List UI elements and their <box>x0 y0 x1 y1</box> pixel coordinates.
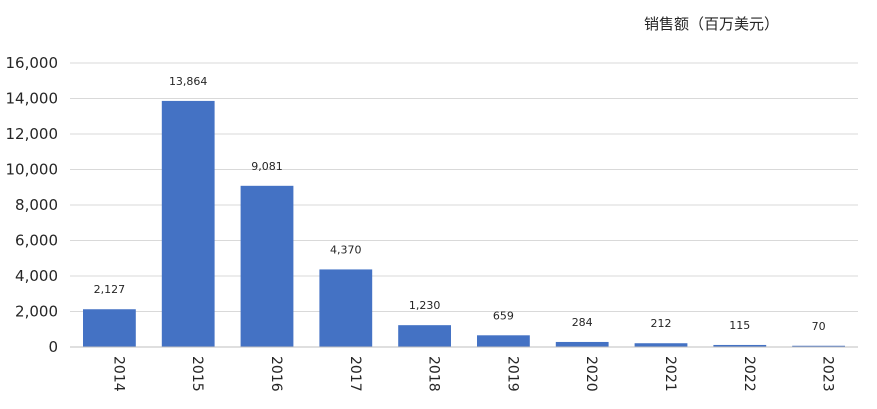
x-axis-ticks: 2014 2015 2016 2017 2018 2019 2020 2021 2022 2023 <box>110 356 835 392</box>
y-tick-label: 2,000 <box>15 303 58 321</box>
data-label: 70 <box>812 320 826 333</box>
y-tick-label: 6,000 <box>15 232 58 250</box>
bar <box>319 269 373 347</box>
y-tick-label: 16,000 <box>6 54 59 72</box>
bars <box>83 100 845 347</box>
bar <box>555 341 609 347</box>
data-label: 284 <box>572 316 593 329</box>
data-labels: 2,127 13,864 9,081 4,370 1,230 659 284 212 115 70 <box>94 75 826 333</box>
x-tick-label: 2023 <box>820 356 836 392</box>
x-tick-label: 2015 <box>189 356 205 392</box>
data-label: 1,230 <box>409 299 441 312</box>
x-tick-label: 2022 <box>741 356 757 392</box>
x-tick-label: 2014 <box>110 356 126 392</box>
x-tick-label: 2020 <box>583 356 599 392</box>
bar <box>634 343 688 347</box>
data-label: 212 <box>651 317 672 330</box>
x-tick-label: 2016 <box>268 356 284 392</box>
bar <box>792 345 845 347</box>
data-label: 4,370 <box>330 243 362 256</box>
bar <box>477 335 530 347</box>
y-tick-label: 4,000 <box>15 267 58 285</box>
bar <box>161 100 215 347</box>
data-label: 9,081 <box>251 160 283 173</box>
x-tick-label: 2019 <box>504 356 520 392</box>
data-label: 2,127 <box>94 283 126 296</box>
bar <box>83 309 136 347</box>
x-tick-label: 2018 <box>426 356 442 392</box>
data-label: 115 <box>729 319 750 332</box>
data-label: 13,864 <box>169 75 208 88</box>
y-tick-label: 10,000 <box>6 161 59 179</box>
y-tick-label: 14,000 <box>6 90 59 108</box>
bar <box>240 185 294 347</box>
x-tick-label: 2017 <box>347 356 363 392</box>
y-axis-ticks: 0 2,000 4,000 6,000 8,000 10,000 12,000 14,000 1… <box>6 54 59 356</box>
y-tick-label: 8,000 <box>15 196 58 214</box>
x-tick-label: 2021 <box>662 356 678 392</box>
bar <box>713 344 767 347</box>
unit-label: 销售额（百万美元） <box>644 15 779 33</box>
y-tick-label: 0 <box>48 338 58 356</box>
y-tick-label: 12,000 <box>6 125 59 143</box>
bar <box>398 325 451 347</box>
data-label: 659 <box>493 309 514 322</box>
